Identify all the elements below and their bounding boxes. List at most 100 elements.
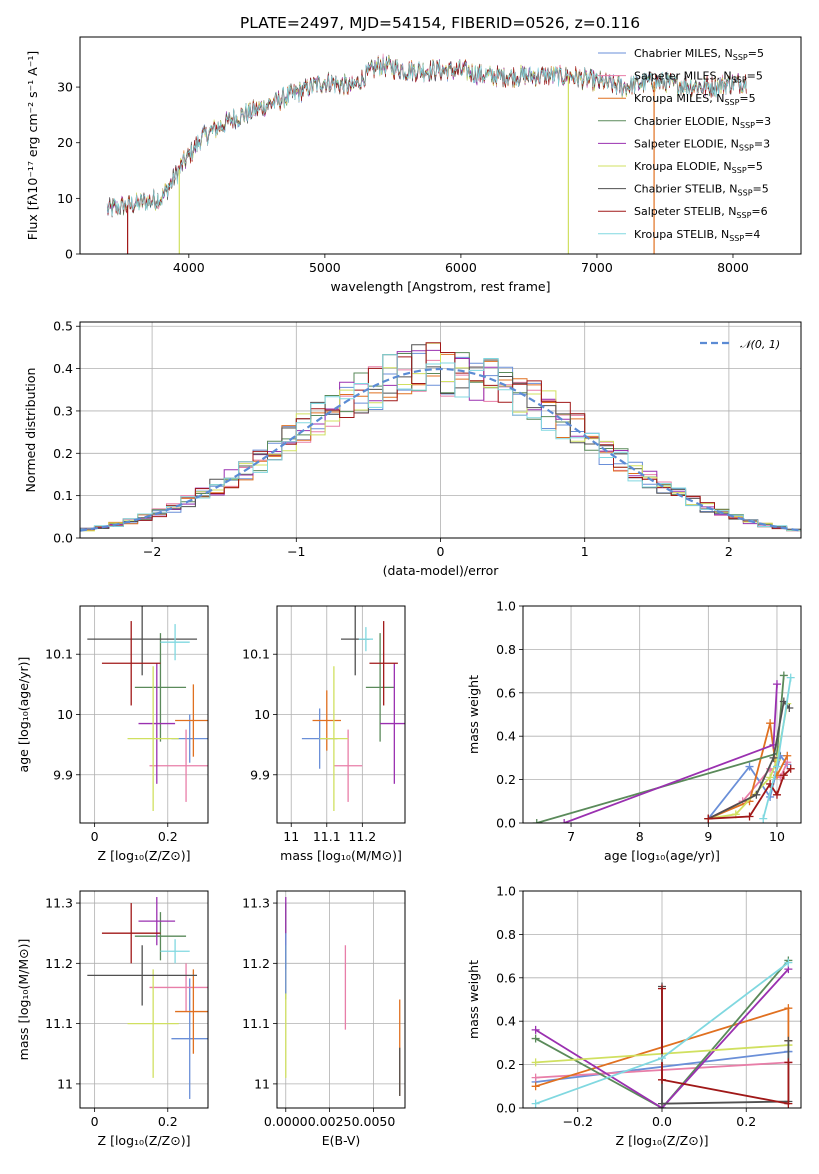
spectrum-panel: 4000 5000 6000 7000 8000 0 10 20 30 wavelength [A… xyxy=(25,36,802,294)
x-axis-label: age [log₁₀(age/yr)] xyxy=(604,848,720,863)
mass-vs-ebv-panel: 0.0000 0.0025 0.0050 11 11.1 11.2 11.3 E(B-V) xyxy=(242,890,406,1148)
y-tick-label: 30 xyxy=(57,80,73,95)
x-tick-label: −0.2 xyxy=(563,1114,593,1129)
errorbar-chabrier-stelib xyxy=(87,945,198,1006)
weight-line-chabrier-elodie xyxy=(535,959,790,1108)
errorbar-salpeter-elodie xyxy=(138,663,176,784)
figure-title: PLATE=2497, MJD=54154, FIBERID=0526, z=0… xyxy=(240,14,640,32)
x-tick-label: 5000 xyxy=(309,260,341,275)
x-tick-label: 2 xyxy=(725,544,733,559)
weight-line-salpeter-stelib xyxy=(708,768,792,820)
errorbar-kroupa-stelib xyxy=(160,939,190,964)
weight-marker xyxy=(658,1075,666,1084)
x-tick-label: 0 xyxy=(91,829,99,844)
y-tick-label: 11.2 xyxy=(242,956,270,971)
y-tick-label: 0.4 xyxy=(53,361,73,376)
errorbar-kroupa-miles xyxy=(175,684,208,757)
y-tick-label: 0.4 xyxy=(496,729,516,744)
errorbar-salpeter-elodie xyxy=(380,663,405,784)
x-tick-label: 8 xyxy=(636,829,644,844)
weight-marker xyxy=(658,984,666,993)
errorbar-points xyxy=(87,606,208,811)
y-tick-label: 0.2 xyxy=(496,772,516,787)
axes-frame xyxy=(276,605,406,824)
weight-marker xyxy=(531,1073,540,1082)
legend-entry: Kroupa ELODIE, NSSP=5 xyxy=(634,160,763,175)
errorbar-kroupa-miles xyxy=(175,969,208,1054)
x-axis-label: wavelength [Angstrom, rest frame] xyxy=(330,279,550,294)
y-tick-label: 11.3 xyxy=(45,896,73,911)
residual-histogram-panel: −2 −1 0 1 2 0.0 0.1 0.2 0.3 0.4 0.5 (data-model)/er… xyxy=(23,319,802,578)
y-tick-label: 9.9 xyxy=(53,767,73,782)
errorbar-kroupa-stelib xyxy=(358,627,373,652)
y-tick-label: 0.0 xyxy=(496,1101,516,1116)
y-tick-label: 0.5 xyxy=(53,319,73,334)
spectrum-series-kroupa-stelib xyxy=(106,58,747,216)
y-tick-label: 10.1 xyxy=(45,647,73,662)
y-tick-label: 0.0 xyxy=(496,816,516,831)
y-tick-label: 1.0 xyxy=(496,599,516,614)
legend-entry: Salpeter MILES, NSSP=5 xyxy=(634,70,763,85)
y-tick-label: 11.2 xyxy=(45,956,73,971)
weight-marker xyxy=(784,1058,793,1067)
age-vs-mass-panel: 11 11.1 11.2 9.9 10 10.1 mass [log₁₀(M/M⊙)] xyxy=(242,605,406,863)
weight-marker xyxy=(784,1004,793,1013)
weight-line-salpeter-elodie xyxy=(535,968,790,1108)
x-tick-label: 0.0000 xyxy=(264,1114,308,1129)
x-axis-label: E(B-V) xyxy=(322,1133,361,1148)
errorbar-points xyxy=(301,606,405,811)
axes-frame xyxy=(522,890,802,1109)
x-tick-label: 0.2 xyxy=(158,829,178,844)
weight-marker xyxy=(532,819,541,823)
y-tick-label: 1.0 xyxy=(496,884,516,899)
x-tick-label: 9 xyxy=(704,829,712,844)
weight-lines xyxy=(532,671,795,823)
legend-entry: Chabrier ELODIE, NSSP=3 xyxy=(634,115,771,130)
weight-marker xyxy=(560,819,569,823)
x-tick-label: 0.2 xyxy=(158,1114,178,1129)
axes-frame xyxy=(79,890,209,1109)
x-axis-label: (data-model)/error xyxy=(383,563,500,578)
x-tick-label: 10 xyxy=(769,829,785,844)
y-tick-label: 11 xyxy=(57,1076,73,1091)
x-tick-label: 1 xyxy=(581,544,589,559)
histogram-series xyxy=(80,342,801,533)
x-tick-label: 7 xyxy=(567,829,575,844)
weight-line-salpeter-stelib xyxy=(661,988,790,1105)
weight-marker xyxy=(704,814,713,823)
spectrum-legend: Chabrier MILES, NSSP=5 Salpeter MILES, NS… xyxy=(598,47,771,243)
weight-marker xyxy=(531,1082,540,1091)
weight-vs-age-panel: 7 8 9 10 0.0 0.2 0.4 0.6 0.8 1.0 age [log₁₀(age/yr… xyxy=(466,599,802,863)
weight-marker xyxy=(769,753,778,762)
spectrum-lines xyxy=(106,53,747,254)
weight-marker xyxy=(786,673,795,682)
mass-vs-Z-panel: 0 0.2 11 11.1 11.2 11.3 Z [log₁₀(Z/Z⊙)] mass [l… xyxy=(16,890,209,1148)
legend-entry: 𝒩(0, 1) xyxy=(740,338,780,351)
weight-marker xyxy=(531,1099,540,1108)
y-tick-label: 10.1 xyxy=(242,647,270,662)
y-tick-label: 0.0 xyxy=(53,531,73,546)
y-tick-label: 10 xyxy=(57,191,73,206)
y-tick-label: 11 xyxy=(254,1076,270,1091)
errorbar-chabrier-elodie xyxy=(365,633,395,742)
y-tick-label: 0 xyxy=(65,247,73,262)
axes-frame xyxy=(276,890,406,1109)
axes-frame xyxy=(79,321,802,539)
y-tick-label: 0.3 xyxy=(53,403,73,418)
errorbar-salpeter-miles xyxy=(333,729,363,802)
weight-marker xyxy=(772,680,781,689)
histogram-kroupa-stelib xyxy=(80,354,801,533)
legend-entry: Chabrier STELIB, NSSP=5 xyxy=(634,183,769,198)
x-axis-label: Z [log₁₀(Z/Z⊙)] xyxy=(98,1133,191,1148)
y-axis-label: Flux [fλ10⁻¹⁷ erg cm⁻² s⁻¹ A⁻¹] xyxy=(25,51,40,240)
legend-entry: Salpeter STELIB, NSSP=6 xyxy=(634,205,768,220)
age-vs-Z-panel: 0 0.2 9.9 10 10.1 Z [log₁₀(Z/Z⊙)] age [log₁₀(a… xyxy=(16,605,209,863)
errorbar-points xyxy=(285,897,401,1096)
weight-marker xyxy=(745,812,754,821)
y-tick-label: 10 xyxy=(57,707,73,722)
x-tick-label: 0.0 xyxy=(652,1114,672,1129)
errorbar-kroupa-stelib xyxy=(160,624,190,661)
y-tick-label: 0.8 xyxy=(496,927,516,942)
errorbar-salpeter-miles xyxy=(149,729,208,802)
